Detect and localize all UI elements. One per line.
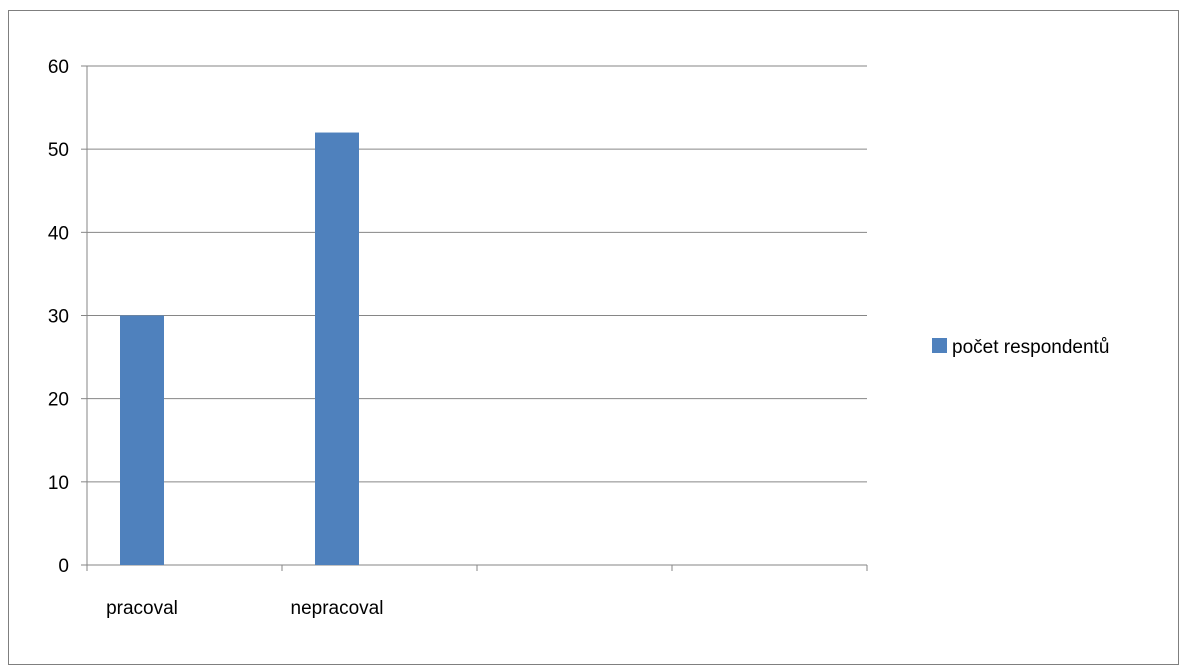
bar-nepracoval (315, 132, 359, 566)
x-category-label: nepracoval (291, 598, 384, 619)
y-tick-label: 60 (48, 57, 69, 78)
bars (120, 132, 359, 566)
y-tick-label: 10 (48, 473, 69, 494)
gridlines (87, 65, 867, 483)
y-tick-label: 0 (58, 556, 69, 577)
legend-swatch (932, 338, 947, 353)
y-tick-label: 50 (48, 140, 69, 161)
x-category-label: pracoval (106, 598, 178, 619)
bar-pracoval (120, 315, 164, 565)
y-tick-label: 40 (48, 223, 69, 244)
legend-label: počet respondentů (952, 337, 1109, 358)
chart-frame (8, 10, 1179, 665)
axis-labels: 0 10 20 30 40 50 60 pracoval nepracoval (48, 57, 384, 619)
y-tick-label: 20 (48, 390, 69, 411)
axes (81, 65, 868, 571)
y-tick-label: 30 (48, 307, 69, 328)
legend: počet respondentů (932, 337, 1109, 358)
